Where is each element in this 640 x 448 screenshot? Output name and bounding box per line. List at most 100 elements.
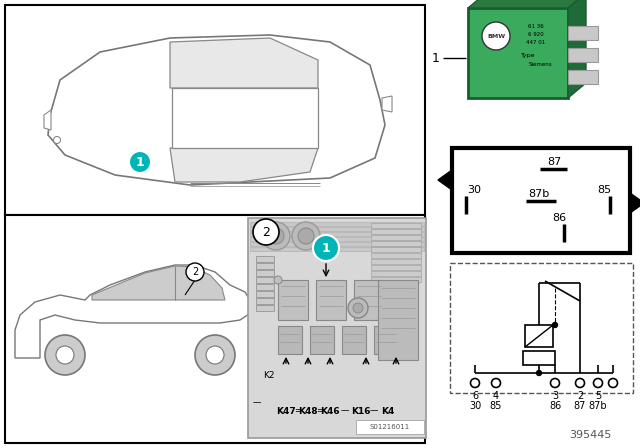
Circle shape [274,276,282,284]
Circle shape [54,137,61,143]
Polygon shape [92,266,225,300]
Polygon shape [438,170,452,190]
Text: 87: 87 [574,401,586,411]
Text: Type: Type [521,53,535,59]
Text: 395445: 395445 [569,430,611,440]
Bar [256,256,274,262]
Text: 3: 3 [552,391,558,401]
Text: 1: 1 [322,241,330,254]
Text: K46: K46 [320,406,340,415]
Bar [371,247,421,252]
Bar [356,420,424,434]
Text: 30: 30 [469,401,481,411]
Text: 4: 4 [493,391,499,401]
Bar [256,284,274,290]
Bar [250,242,424,246]
Bar [5,5,425,215]
Circle shape [298,228,314,244]
Bar [523,351,555,365]
Circle shape [292,222,320,250]
Bar [568,70,598,84]
Circle shape [575,379,584,388]
Circle shape [45,335,85,375]
Polygon shape [170,38,318,88]
Bar [256,298,274,304]
Bar [316,280,346,320]
Bar [354,280,384,320]
Circle shape [186,263,204,281]
Bar [371,223,421,228]
Bar [342,326,366,354]
Text: 2: 2 [262,225,270,238]
Circle shape [268,228,284,244]
Text: 5: 5 [595,391,601,401]
Bar [371,271,421,276]
Bar [371,229,421,234]
Circle shape [492,379,500,388]
Text: Siemens: Siemens [528,61,552,66]
Circle shape [56,346,74,364]
Bar [256,305,274,311]
Text: 85: 85 [597,185,611,195]
Text: K48: K48 [298,406,318,415]
Text: 87b: 87b [528,189,549,199]
Bar [452,148,630,253]
Bar [468,8,568,98]
Polygon shape [15,265,255,358]
Text: 87: 87 [547,157,561,167]
Circle shape [262,222,290,250]
Bar [568,26,598,40]
Text: S01216011: S01216011 [370,424,410,430]
Bar [256,277,274,283]
Bar [378,280,418,360]
Text: 1: 1 [432,52,440,65]
Text: 447 01: 447 01 [526,39,546,44]
Bar [278,326,302,354]
Circle shape [550,379,559,388]
Bar [371,277,421,282]
Circle shape [470,379,479,388]
Bar [371,235,421,240]
Bar [256,291,274,297]
Circle shape [253,219,279,245]
Text: 1: 1 [136,155,145,168]
Text: K4: K4 [381,406,395,415]
Text: —: — [253,399,261,408]
Text: 86: 86 [549,401,561,411]
Circle shape [195,335,235,375]
Circle shape [552,323,557,327]
Text: K16: K16 [351,406,371,415]
Bar [525,325,553,347]
Text: 6: 6 [472,391,478,401]
Text: 2: 2 [577,391,583,401]
Bar [256,263,274,269]
Bar [250,247,424,251]
Circle shape [593,379,602,388]
Bar [5,215,425,443]
Bar [250,237,424,241]
Circle shape [536,370,541,375]
Bar [371,253,421,258]
Polygon shape [170,148,318,182]
Text: —: — [341,406,349,415]
Text: 6 920: 6 920 [528,31,544,36]
Circle shape [348,298,368,318]
Circle shape [353,303,363,313]
Circle shape [206,346,224,364]
Circle shape [482,22,510,50]
Polygon shape [172,88,318,148]
Polygon shape [630,193,640,213]
Polygon shape [44,110,51,130]
Bar [250,227,424,231]
Text: 2: 2 [192,267,198,277]
Bar [250,222,424,226]
Text: 30: 30 [467,185,481,195]
Polygon shape [382,96,392,112]
Polygon shape [48,35,385,185]
Bar [250,232,424,236]
Text: =: = [317,406,323,415]
Bar [248,218,426,438]
Polygon shape [568,0,586,98]
Text: BMW: BMW [487,34,505,39]
Bar [450,263,633,393]
